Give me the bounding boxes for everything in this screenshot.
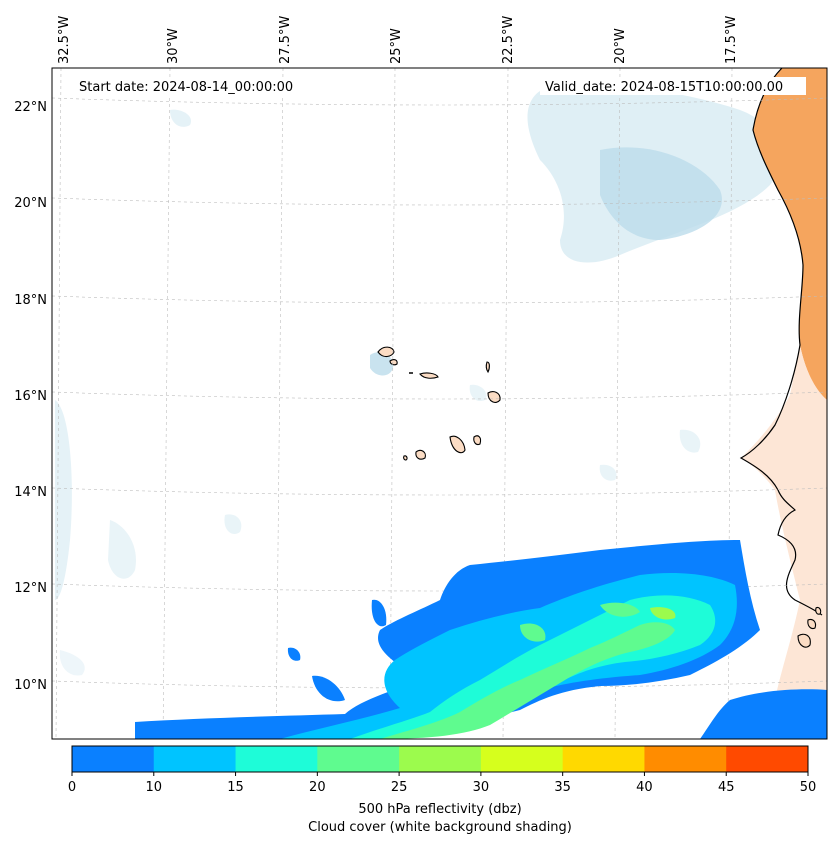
lon-label: 30°W: [166, 28, 181, 64]
lon-label: 25°W: [389, 28, 404, 64]
colorbar-label: 500 hPa reflectivity (dbz): [358, 802, 521, 817]
lat-label: 14°N: [14, 485, 47, 500]
colorbar-tick-label: 10: [146, 780, 163, 795]
colorbar-ticks: 0 10 15 20 25 30 35 40 45 50: [68, 772, 816, 795]
lon-label: 27.5°W: [278, 16, 293, 64]
lat-label: 16°N: [14, 389, 47, 404]
valid-date-box: [540, 77, 806, 95]
colorbar-swatch: [644, 746, 727, 772]
lat-label: 18°N: [14, 293, 47, 308]
coastline: [739, 68, 823, 616]
colorbar-tick-label: 50: [800, 780, 817, 795]
colorbar-swatches: [72, 746, 809, 772]
start-date-box: [74, 77, 314, 95]
colorbar-tick-label: 30: [473, 780, 490, 795]
africa-land: [753, 68, 827, 400]
lon-label: 32.5°W: [57, 16, 72, 64]
colorbar-tick-label: 45: [718, 780, 735, 795]
colorbar-swatch: [562, 746, 645, 772]
colorbar-swatch: [153, 746, 237, 772]
colorbar-tick-label: 35: [554, 780, 571, 795]
colorbar: 0 10 15 20 25 30 35 40 45 50 500 hPa reflectivity…: [68, 745, 816, 835]
latitude-labels: 22°N 20°N 18°N 16°N 14°N 12°N 10°N: [14, 100, 47, 693]
colorbar-tick-label: 0: [68, 780, 76, 795]
colorbar-tick-label: 25: [391, 780, 408, 795]
cloud-cover-shading: [55, 85, 780, 676]
lat-label: 20°N: [14, 196, 47, 211]
reflectivity-shading: [135, 540, 827, 739]
lon-label: 20°W: [613, 28, 628, 64]
colorbar-swatch: [317, 746, 400, 772]
lon-label: 22.5°W: [501, 16, 516, 64]
colorbar-tick-label: 15: [227, 780, 244, 795]
cape-verde-islands: [377, 346, 501, 461]
colorbar-swatch: [399, 746, 482, 772]
lon-label: 17.5°W: [724, 16, 739, 64]
colorbar-sublabel: Cloud cover (white background shading): [308, 820, 572, 835]
map-frame: [51, 67, 828, 740]
start-date-label: Start date: 2024-08-14_00:00:00: [79, 80, 293, 95]
valid-date-label: Valid_date: 2024-08-15T10:00:00.00: [545, 80, 783, 95]
bijagos-islands: [797, 606, 822, 648]
lat-label: 22°N: [14, 100, 47, 115]
longitude-labels: 32.5°W 30°W 27.5°W 25°W 22.5°W 20°W 17.5…: [57, 16, 739, 64]
colorbar-swatch: [726, 746, 809, 772]
colorbar-tick-label: 40: [636, 780, 653, 795]
colorbar-swatch: [480, 746, 564, 772]
colorbar-frame: [71, 745, 809, 773]
colorbar-swatch: [235, 746, 318, 772]
colorbar-swatch: [72, 746, 155, 772]
lat-label: 12°N: [14, 581, 47, 596]
colorbar-tick-label: 20: [309, 780, 326, 795]
lat-label: 10°N: [14, 678, 47, 693]
